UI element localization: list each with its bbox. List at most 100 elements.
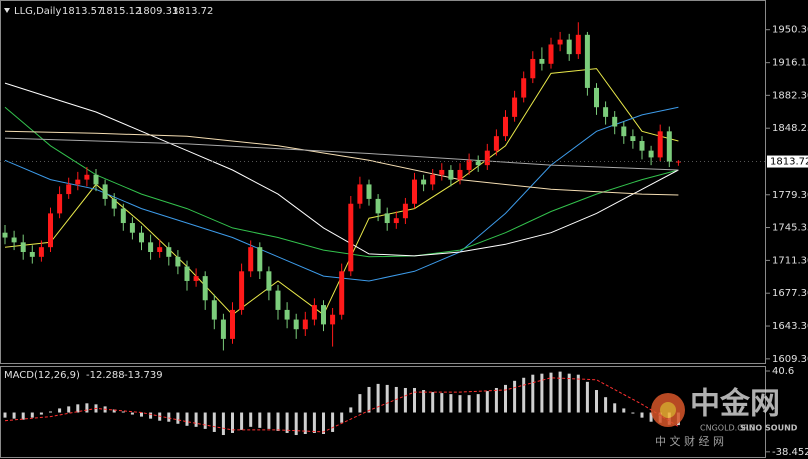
y-tick-label: 1745.35 xyxy=(772,223,808,234)
macd-bar xyxy=(30,412,34,418)
candle-body xyxy=(630,136,636,141)
macd-bar xyxy=(331,412,335,432)
candle-body xyxy=(302,319,308,330)
macd-bar xyxy=(212,412,216,432)
watermark: 中金网 CNGOLD.ORG SINO SOUND 中 文 财 经 网 xyxy=(651,387,798,448)
macd-bar xyxy=(413,387,416,413)
macd-y-tick-label: -38.452 xyxy=(772,447,808,458)
macd-bar xyxy=(258,412,262,428)
watermark-brand: SINO SOUND xyxy=(740,424,798,433)
macd-bar xyxy=(294,412,298,436)
macd-bar xyxy=(649,412,653,422)
macd-bar xyxy=(149,412,153,419)
candle-body xyxy=(175,256,181,267)
macd-bar xyxy=(403,387,407,413)
macd-bar xyxy=(376,383,380,413)
candle-body xyxy=(484,150,490,166)
macd-bar xyxy=(367,386,371,413)
candle-body xyxy=(148,242,154,252)
macd-bar xyxy=(121,411,125,413)
macd-bar xyxy=(558,371,562,413)
candle-body xyxy=(657,131,663,158)
macd-bar xyxy=(194,412,198,427)
candle-body xyxy=(375,198,381,214)
candle-body xyxy=(666,131,672,162)
candle-body xyxy=(566,39,572,55)
macd-bar xyxy=(513,380,517,413)
macd-bar xyxy=(130,412,134,415)
candle-body xyxy=(594,87,599,108)
macd-bar xyxy=(167,412,171,422)
y-tick-label: 1882.30 xyxy=(772,90,808,101)
macd-bar xyxy=(340,412,344,423)
candle-body xyxy=(439,169,445,175)
candle-body xyxy=(248,247,254,272)
macd-signal xyxy=(4,377,679,433)
y-tick-label: 1916.15 xyxy=(772,58,808,69)
moving-average xyxy=(4,82,679,257)
macd-bar xyxy=(267,412,271,429)
candle-body xyxy=(412,179,417,204)
macd-bar xyxy=(67,406,71,413)
candle-body xyxy=(384,213,390,224)
macd-bar xyxy=(49,411,52,413)
macd-bar xyxy=(595,390,598,413)
candle-body xyxy=(220,319,226,339)
quote-high: 1815.12 xyxy=(100,6,141,17)
macd-bar xyxy=(622,408,626,413)
candle-body xyxy=(339,271,345,315)
watermark-logo: 中金网 xyxy=(690,387,780,422)
macd-bar xyxy=(522,377,526,413)
quote-low: 1809.33 xyxy=(137,6,178,17)
macd-label: MACD(12,26,9) xyxy=(4,370,80,381)
candle-body xyxy=(648,150,654,158)
macd-bar xyxy=(285,412,289,433)
menu-arrow[interactable] xyxy=(4,8,10,13)
macd-bar xyxy=(140,412,143,417)
macd-bar xyxy=(349,407,353,413)
macd-bar xyxy=(504,384,507,413)
candle-body xyxy=(239,271,245,310)
y-tick-label: 1848.25 xyxy=(772,123,808,134)
candle-body xyxy=(166,247,172,257)
macd-bar xyxy=(440,393,444,413)
quote-close: 1813.72 xyxy=(172,6,213,17)
macd-bar xyxy=(112,409,116,413)
macd-bar xyxy=(631,412,635,414)
candle-body xyxy=(621,126,627,137)
candle-body xyxy=(512,97,518,117)
candle-body xyxy=(266,271,272,291)
candle-body xyxy=(321,305,326,325)
candle-body xyxy=(448,169,454,180)
macd-bar xyxy=(431,392,435,413)
candle-body xyxy=(257,247,263,272)
candle-body xyxy=(184,266,190,281)
macd-bar xyxy=(604,397,608,413)
macd-bar xyxy=(485,391,489,413)
candle-body xyxy=(57,194,63,214)
macd-bar xyxy=(176,412,180,424)
candle-body xyxy=(430,174,436,185)
candle-body xyxy=(575,34,581,55)
candle-body xyxy=(284,309,290,320)
candle-body xyxy=(402,203,408,219)
candle-body xyxy=(521,78,527,98)
macd-value: -12.288 xyxy=(86,370,125,381)
candle-body xyxy=(202,276,208,301)
macd-bar xyxy=(476,394,480,413)
macd-bar xyxy=(449,394,453,413)
macd-bar xyxy=(312,412,316,433)
candle-body xyxy=(457,169,463,180)
macd-bar xyxy=(249,412,253,427)
macd-bar xyxy=(21,412,25,420)
candle-body xyxy=(29,251,35,257)
candle-body xyxy=(348,203,354,272)
watermark-site: CNGOLD.ORG xyxy=(700,424,755,433)
moving-average xyxy=(4,68,679,316)
macd-bar xyxy=(221,412,225,436)
candle-body xyxy=(393,218,399,224)
candle-body xyxy=(330,314,336,325)
symbol-label: LLG,Daily xyxy=(14,6,61,17)
candle-body xyxy=(11,237,17,243)
current-price-label: 1813.72 xyxy=(770,157,808,168)
